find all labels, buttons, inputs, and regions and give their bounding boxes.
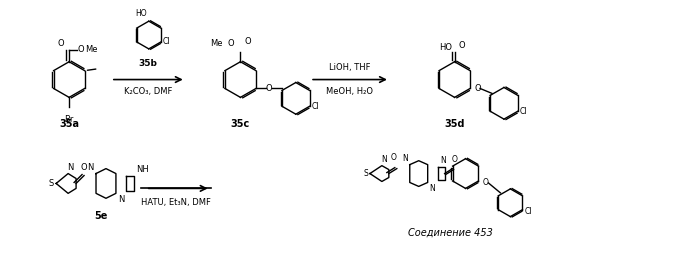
- Text: 35b: 35b: [139, 59, 158, 68]
- Text: K₂CO₃, DMF: K₂CO₃, DMF: [124, 87, 172, 96]
- Text: N: N: [430, 185, 436, 194]
- Text: 35a: 35a: [59, 119, 79, 129]
- Text: HO: HO: [135, 9, 147, 18]
- Text: Cl: Cl: [311, 102, 319, 111]
- Text: Me: Me: [210, 39, 223, 48]
- Text: LiOH, THF: LiOH, THF: [329, 63, 371, 72]
- Text: Соединение 453: Соединение 453: [408, 228, 493, 238]
- Text: Cl: Cl: [520, 107, 527, 116]
- Text: N: N: [381, 155, 387, 164]
- Text: O: O: [81, 163, 87, 172]
- Text: HATU, Et₃N, DMF: HATU, Et₃N, DMF: [141, 198, 211, 207]
- Text: NH: NH: [136, 164, 149, 173]
- Text: 35d: 35d: [445, 119, 465, 129]
- Text: 35c: 35c: [231, 119, 250, 129]
- Text: O: O: [459, 41, 465, 50]
- Text: O: O: [474, 84, 481, 93]
- Text: N: N: [87, 163, 93, 172]
- Text: N: N: [402, 154, 408, 163]
- Text: Cl: Cl: [524, 207, 532, 216]
- Text: Cl: Cl: [163, 37, 170, 46]
- Text: Br: Br: [64, 115, 74, 124]
- Text: 5e: 5e: [94, 211, 107, 221]
- Text: O: O: [266, 84, 272, 93]
- Text: HO: HO: [440, 43, 452, 52]
- Text: O: O: [57, 39, 64, 48]
- Text: O: O: [244, 37, 251, 46]
- Text: N: N: [67, 163, 73, 172]
- Text: O: O: [227, 39, 234, 48]
- Text: S: S: [49, 179, 54, 188]
- Text: Me: Me: [85, 45, 98, 54]
- Text: O: O: [452, 155, 457, 164]
- Text: S: S: [363, 169, 368, 178]
- Text: O: O: [77, 45, 84, 54]
- Text: O: O: [482, 178, 489, 187]
- Text: O: O: [391, 153, 396, 162]
- Text: N: N: [118, 195, 124, 204]
- Text: MeOH, H₂O: MeOH, H₂O: [327, 87, 373, 96]
- Text: N: N: [440, 156, 445, 165]
